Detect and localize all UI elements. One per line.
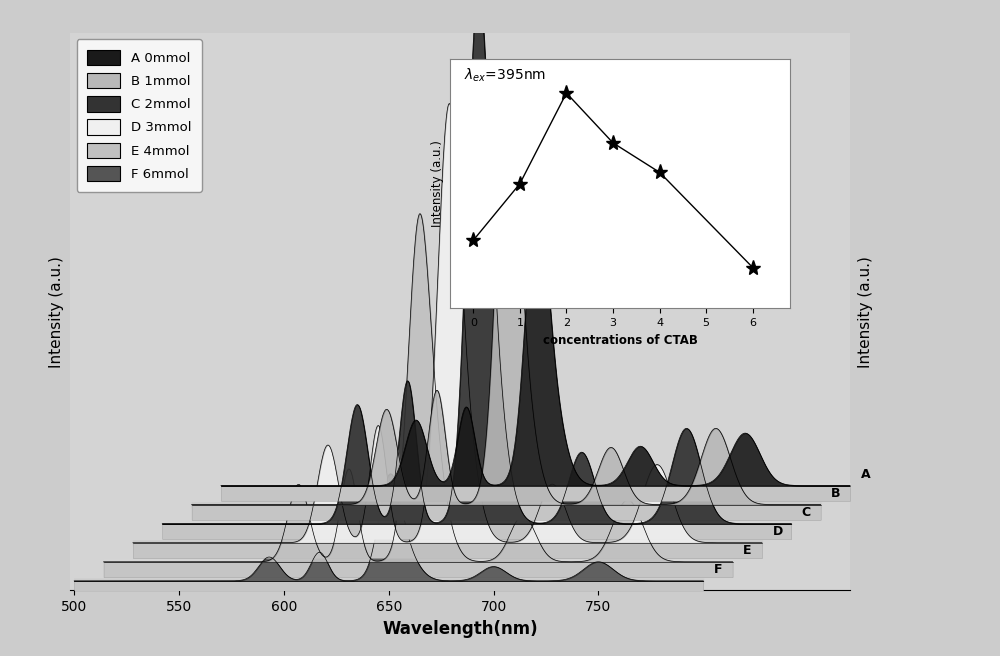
- Legend: A 0mmol, B 1mmol, C 2mmol, D 3mmol, E 4mmol, F 6mmol: A 0mmol, B 1mmol, C 2mmol, D 3mmol, E 4m…: [77, 39, 202, 192]
- Text: E: E: [743, 544, 752, 557]
- Text: D: D: [772, 525, 783, 538]
- Text: Intensity (a.u.): Intensity (a.u.): [858, 256, 873, 367]
- Text: C: C: [802, 506, 811, 519]
- Text: A: A: [860, 468, 870, 481]
- Y-axis label: Intensity (a.u.): Intensity (a.u.): [431, 140, 444, 227]
- Text: B: B: [831, 487, 841, 500]
- X-axis label: Wavelength(nm): Wavelength(nm): [382, 620, 538, 638]
- X-axis label: concentrations of CTAB: concentrations of CTAB: [543, 334, 697, 346]
- Y-axis label: Intensity (a.u.): Intensity (a.u.): [49, 256, 64, 367]
- Text: $\lambda_{ex}$=395nm: $\lambda_{ex}$=395nm: [464, 66, 546, 84]
- Text: F: F: [714, 563, 722, 576]
